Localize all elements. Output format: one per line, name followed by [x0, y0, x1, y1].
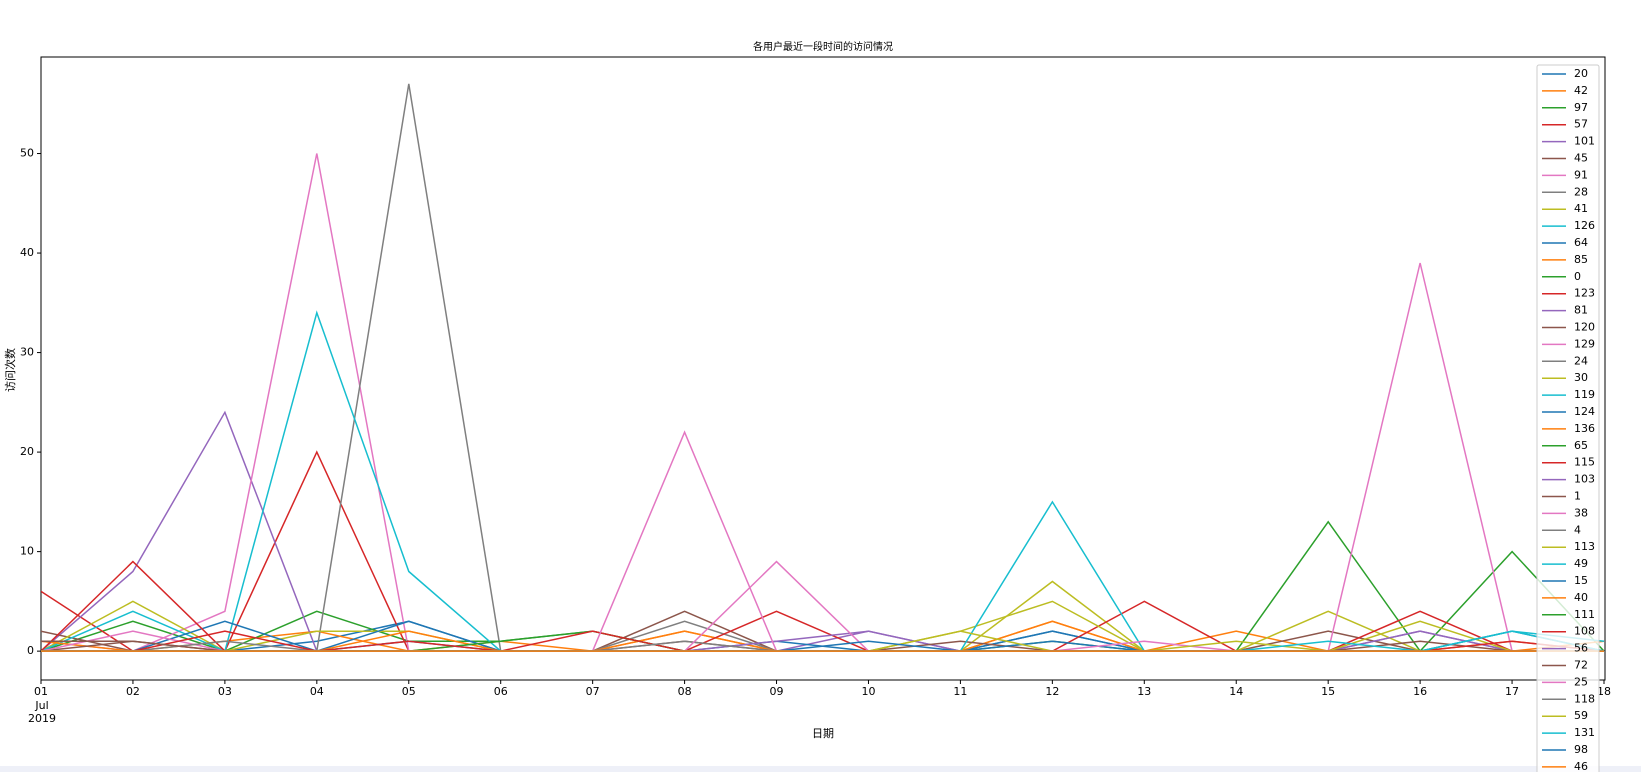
x-tick-label: 07 — [586, 685, 600, 698]
legend-label: 123 — [1574, 287, 1595, 300]
x-tick-label: 12 — [1045, 685, 1059, 698]
legend-label: 131 — [1574, 726, 1595, 739]
legend-label: 124 — [1574, 405, 1595, 418]
legend-label: 119 — [1574, 388, 1595, 401]
legend-label: 38 — [1574, 506, 1588, 519]
legend-label: 98 — [1574, 743, 1588, 756]
legend-label: 42 — [1574, 84, 1588, 97]
legend-label: 59 — [1574, 709, 1588, 722]
legend-box — [1536, 64, 1600, 772]
legend-label: 57 — [1574, 118, 1588, 131]
legend-label: 41 — [1574, 202, 1588, 215]
legend-label: 15 — [1574, 574, 1588, 587]
x-tick-label: 09 — [770, 685, 784, 698]
x-tick-label: 03 — [218, 685, 232, 698]
legend-label: 56 — [1574, 642, 1588, 655]
legend-label: 49 — [1574, 557, 1588, 570]
legend-label: 46 — [1574, 760, 1588, 772]
x-tick-label: 04 — [310, 685, 324, 698]
legend-label: 115 — [1574, 456, 1595, 469]
series-group — [41, 83, 1605, 653]
x-tick-label: 01 — [34, 685, 48, 698]
legend-label: 118 — [1574, 692, 1595, 705]
x-month-label: Jul — [34, 699, 48, 712]
x-tick-label: 08 — [678, 685, 692, 698]
y-tick-label: 0 — [27, 644, 34, 657]
legend-label: 20 — [1574, 67, 1588, 80]
y-tick-label: 50 — [20, 147, 34, 160]
legend-label: 4 — [1574, 523, 1581, 536]
legend-label: 129 — [1574, 337, 1595, 350]
y-tick-label: 10 — [20, 545, 34, 558]
x-tick-label: 11 — [953, 685, 967, 698]
legend-label: 91 — [1574, 168, 1588, 181]
legend-label: 103 — [1574, 473, 1595, 486]
x-tick-label: 18 — [1597, 685, 1611, 698]
legend-label: 0 — [1574, 270, 1581, 283]
x-axis-label: 日期 — [812, 727, 834, 740]
legend-label: 28 — [1574, 185, 1588, 198]
x-tick-label: 13 — [1137, 685, 1151, 698]
legend-label: 113 — [1574, 540, 1595, 553]
legend-label: 81 — [1574, 304, 1588, 317]
legend-label: 120 — [1574, 321, 1595, 334]
legend-label: 101 — [1574, 135, 1595, 148]
legend-label: 45 — [1574, 152, 1588, 165]
legend-label: 1 — [1574, 490, 1581, 503]
legend-label: 25 — [1574, 675, 1588, 688]
chart-title: 各用户最近一段时间的访问情况 — [753, 40, 893, 53]
x-tick-label: 05 — [402, 685, 416, 698]
x-tick-label: 06 — [494, 685, 508, 698]
legend-label: 64 — [1574, 236, 1588, 249]
legend-label: 65 — [1574, 439, 1588, 452]
y-tick-label: 40 — [20, 246, 34, 259]
legend-label: 136 — [1574, 422, 1595, 435]
x-tick-label: 02 — [126, 685, 140, 698]
legend-label: 126 — [1574, 219, 1595, 232]
y-tick-label: 20 — [20, 445, 34, 458]
legend-label: 85 — [1574, 253, 1588, 266]
legend-label: 97 — [1574, 101, 1588, 114]
x-tick-label: 10 — [861, 685, 875, 698]
legend-label: 24 — [1574, 354, 1588, 367]
x-tick-label: 16 — [1413, 685, 1427, 698]
legend-label: 111 — [1574, 608, 1595, 621]
legend-label: 108 — [1574, 625, 1595, 638]
plot-frame — [40, 56, 1606, 681]
window-strip — [0, 766, 1641, 772]
y-tick-label: 30 — [20, 346, 34, 359]
x-tick-label: 14 — [1229, 685, 1243, 698]
y-axis-label: 访问次数 — [3, 348, 17, 392]
x-tick-label: 17 — [1505, 685, 1519, 698]
legend-label: 30 — [1574, 371, 1588, 384]
legend-label: 40 — [1574, 591, 1588, 604]
x-year-label: 2019 — [28, 712, 56, 725]
x-tick-label: 15 — [1321, 685, 1335, 698]
legend-label: 72 — [1574, 659, 1588, 672]
